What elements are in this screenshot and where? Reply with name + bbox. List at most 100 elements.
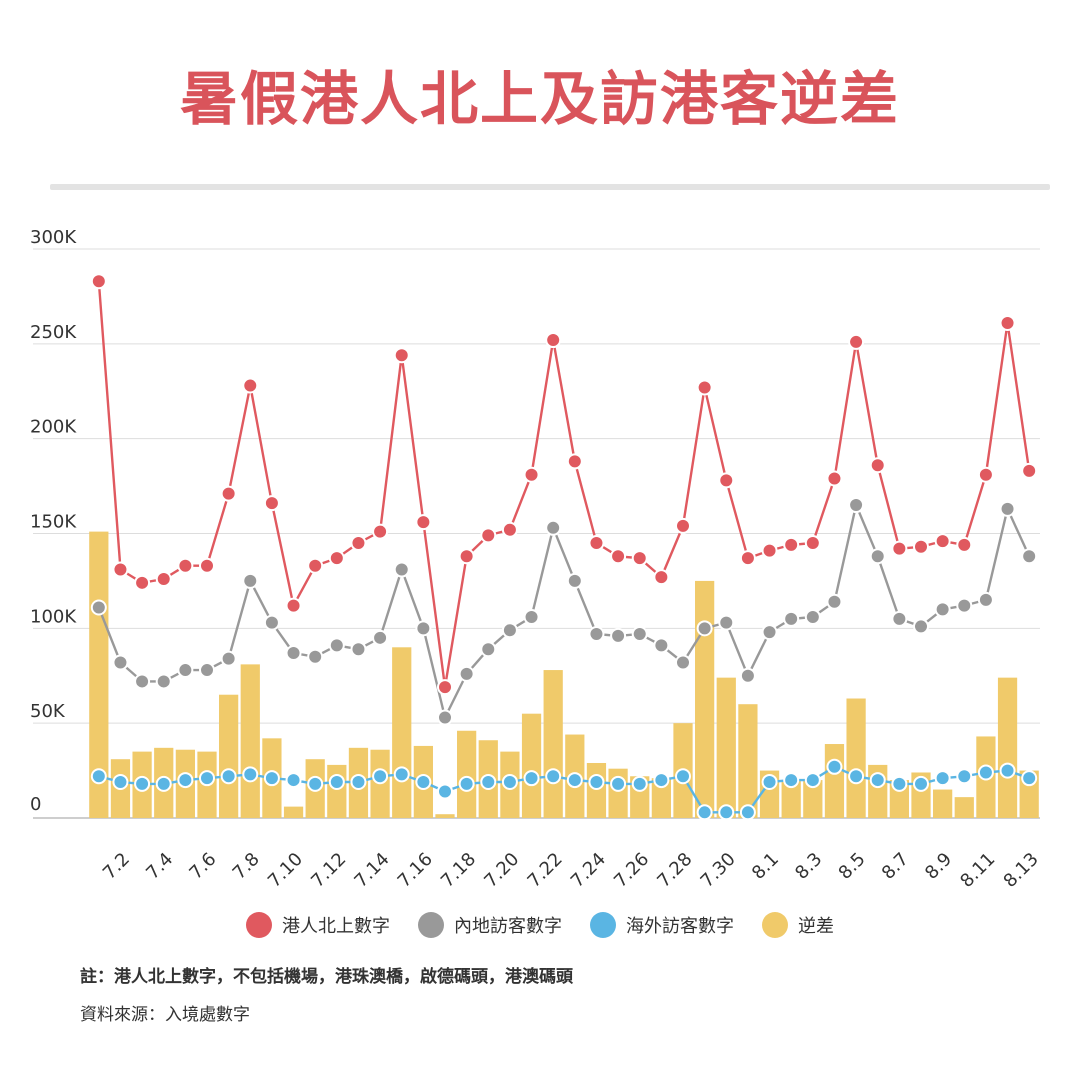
data-point <box>285 772 302 789</box>
legend-label: 港人北上數字 <box>282 916 390 937</box>
legend: 港人北上數字 內地訪客數字 海外訪客數字 逆差 <box>0 912 1080 938</box>
data-point <box>1021 770 1038 787</box>
data-point <box>999 500 1016 517</box>
data-point <box>848 768 865 785</box>
data-point <box>307 775 324 792</box>
bar-nicha <box>543 670 563 818</box>
x-tick-label: 7.16 <box>394 849 437 892</box>
y-tick-label: 300K <box>30 227 77 248</box>
data-point <box>458 548 475 565</box>
data-point <box>437 709 453 726</box>
data-point <box>696 379 713 396</box>
data-point <box>913 618 929 635</box>
data-point <box>328 637 345 654</box>
data-point <box>155 673 172 690</box>
data-point <box>631 626 648 643</box>
bar-nicha <box>219 694 239 818</box>
data-point <box>783 536 800 553</box>
data-point <box>350 534 367 551</box>
data-point <box>761 542 778 559</box>
legend-label: 逆差 <box>798 916 834 937</box>
data-point <box>307 557 324 574</box>
data-point <box>415 773 432 790</box>
x-tick-label: 7.22 <box>524 849 567 892</box>
data-point <box>437 783 453 800</box>
data-point <box>480 641 497 658</box>
data-point <box>199 770 215 787</box>
legend-label: 海外訪客數字 <box>626 916 734 937</box>
data-point <box>134 673 151 690</box>
data-point <box>913 538 929 555</box>
data-point <box>285 644 302 661</box>
data-point <box>393 561 410 578</box>
bar-nicha <box>327 764 347 818</box>
data-point <box>480 527 497 544</box>
data-point <box>631 775 648 792</box>
legend-swatch-blue <box>590 912 616 938</box>
data-point <box>501 773 518 790</box>
data-point <box>458 775 475 792</box>
data-point <box>869 548 886 565</box>
data-point <box>869 457 886 474</box>
data-point <box>350 773 367 790</box>
y-tick-label: 150K <box>30 512 77 533</box>
data-point <box>826 470 843 487</box>
x-tick-label: 7.20 <box>480 849 523 892</box>
data-point <box>307 648 324 665</box>
data-point <box>783 772 800 789</box>
data-point <box>155 571 172 588</box>
data-point <box>588 773 605 790</box>
x-tick-label: 7.4 <box>142 849 177 884</box>
data-point <box>177 662 194 679</box>
bar-nicha <box>803 780 823 818</box>
bar-nicha <box>716 677 736 818</box>
data-point <box>155 775 172 792</box>
data-point <box>826 593 843 610</box>
data-point <box>177 772 194 789</box>
data-point <box>891 610 908 627</box>
data-point <box>545 332 562 349</box>
data-point <box>1021 548 1038 565</box>
data-point <box>869 772 886 789</box>
data-point <box>199 662 215 679</box>
data-point <box>977 764 994 781</box>
data-point <box>328 773 345 790</box>
data-point <box>999 314 1016 331</box>
legend-swatch-yellow <box>762 912 788 938</box>
data-point <box>696 804 713 821</box>
y-tick-label: 100K <box>30 606 77 627</box>
bar-nicha <box>457 730 477 818</box>
data-point <box>891 775 908 792</box>
data-point <box>199 557 215 574</box>
data-point <box>761 773 778 790</box>
data-point <box>804 608 821 625</box>
x-tick-label: 7.2 <box>99 849 134 884</box>
x-tick-label: 8.7 <box>878 849 913 884</box>
data-point <box>350 641 367 658</box>
data-point <box>523 466 540 483</box>
data-point <box>891 540 908 557</box>
legend-swatch-gray <box>418 912 444 938</box>
data-point <box>1021 462 1038 479</box>
data-point <box>826 758 843 775</box>
legend-item-mainland: 內地訪客數字 <box>418 912 562 938</box>
data-point <box>956 597 973 614</box>
data-point <box>653 569 670 586</box>
data-point <box>134 574 151 591</box>
data-point <box>848 497 865 514</box>
data-point <box>220 650 237 667</box>
data-point <box>934 770 951 787</box>
bar-nicha <box>240 664 260 818</box>
data-point <box>263 770 280 787</box>
data-point <box>588 534 605 551</box>
y-tick-label: 0 <box>30 794 41 815</box>
data-point <box>415 620 432 637</box>
footnote: 註：港人北上數字，不包括機場，港珠澳橋，啟德碼頭，港澳碼頭 <box>80 967 573 987</box>
bar-nicha <box>933 789 953 818</box>
data-point <box>848 333 865 350</box>
x-axis: 7.2 7.4 7.6 7.8 7.10 7.12 7.14 7.16 7.18 7.20 7.22… <box>99 849 1043 892</box>
bar-nicha <box>695 580 715 818</box>
data-point <box>90 768 107 785</box>
title-divider <box>50 184 1050 190</box>
data-point <box>112 561 129 578</box>
